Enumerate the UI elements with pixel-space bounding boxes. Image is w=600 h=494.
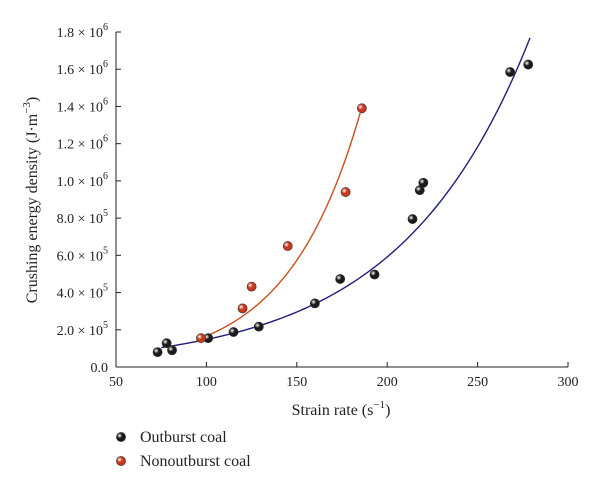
- x-tick-label: 150: [286, 375, 307, 390]
- y-tick-label: 2.0 × 105: [57, 320, 108, 339]
- y-tick-label: 1.4 × 106: [57, 96, 108, 115]
- data-point-series-1: [369, 269, 380, 280]
- fit-curve-series-1: [161, 37, 531, 349]
- data-point-series-1: [523, 59, 534, 70]
- y-axis-ticks: 0.0 2.0 × 105 4.0 × 105 6.0 × 105 8.0 × 105 1…: [57, 22, 121, 376]
- data-point-series-1: [161, 338, 172, 349]
- legend-marker-series-2: [116, 456, 126, 466]
- x-tick-label: 100: [196, 375, 217, 390]
- data-point-series-2: [237, 303, 248, 314]
- axes: [115, 32, 568, 368]
- data-point-series-1: [253, 321, 264, 332]
- data-point-series-1: [335, 274, 346, 284]
- data-point-series-2: [282, 241, 293, 251]
- x-tick-label: 50: [109, 375, 123, 390]
- legend: Outburst coal Nonoutburst coal: [116, 429, 251, 470]
- x-axis-ticks: 50 100 150 200 250 300: [109, 362, 579, 390]
- fit-curve-series-2: [200, 113, 361, 339]
- legend-label-series-2: Nonoutburst coal: [140, 453, 251, 470]
- y-tick-label: 0.0: [91, 361, 109, 376]
- fit-curves: [161, 37, 531, 349]
- y-tick-label: 1.6 × 106: [57, 59, 108, 78]
- data-point-series-1: [407, 214, 418, 224]
- data-point-series-2: [356, 103, 367, 114]
- y-tick-label: 1.2 × 106: [57, 134, 108, 153]
- x-tick-label: 200: [377, 375, 398, 390]
- x-axis-label: Strain rate (s−1): [292, 399, 391, 419]
- x-tick-label: 250: [467, 375, 488, 390]
- data-point-series-1: [309, 298, 320, 309]
- data-point-series-1: [505, 67, 516, 77]
- data-point-series-2: [340, 187, 351, 197]
- x-tick-label: 300: [558, 375, 579, 390]
- data-point-series-1: [228, 327, 239, 337]
- y-tick-label: 8.0 × 105: [57, 208, 108, 227]
- data-point-series-1: [167, 345, 177, 356]
- y-tick-label: 1.8 × 106: [57, 22, 108, 41]
- legend-label-series-1: Outburst coal: [140, 429, 227, 446]
- data-point-series-2: [196, 333, 206, 344]
- data-point-series-1: [418, 177, 429, 188]
- data-points: [152, 59, 534, 358]
- y-tick-label: 4.0 × 105: [57, 283, 108, 302]
- data-point-series-1: [152, 347, 163, 358]
- y-tick-label: 6.0 × 105: [57, 245, 108, 264]
- legend-marker-series-1: [116, 432, 126, 442]
- y-axis-label: Crushing energy density (J·m−3): [21, 97, 41, 304]
- data-point-series-2: [246, 281, 257, 292]
- y-tick-label: 1.0 × 106: [57, 171, 108, 190]
